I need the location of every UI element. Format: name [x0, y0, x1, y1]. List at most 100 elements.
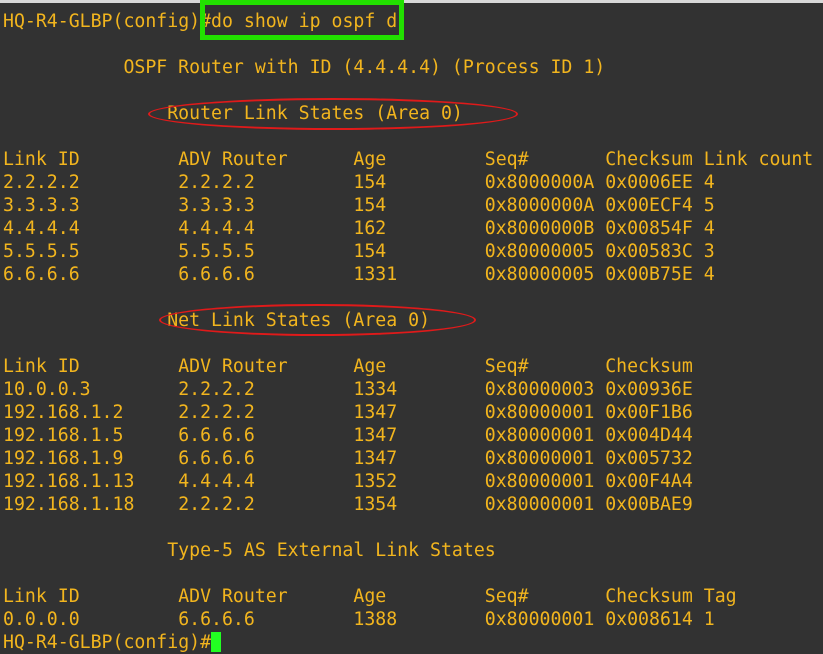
table-cell: 0x80000001 — [484, 425, 595, 446]
table-header: Link ID ADV Router Age Seq# Checksum Tag — [3, 585, 737, 608]
table-cell: 0x0006EE — [605, 172, 693, 193]
column-header: Age — [353, 149, 387, 170]
table-cell: 0x00B75E — [605, 264, 693, 285]
section-title: Type-5 AS External Link States — [167, 540, 496, 561]
table-cell: 0x8000000B — [484, 218, 595, 239]
table-cell: 1331 — [353, 264, 398, 285]
table-header: Link ID ADV Router Age Seq# Checksum Link cou… — [3, 148, 813, 171]
table-cell: 0x80000005 — [484, 264, 595, 285]
column-header: Tag — [703, 586, 737, 607]
column-header: Age — [353, 356, 387, 377]
column-header: Link ID — [3, 586, 80, 607]
table-cell: 0x008614 — [605, 609, 693, 630]
table-cell: 0x00936E — [605, 379, 693, 400]
command-highlight-box — [200, 0, 404, 40]
table-cell: 0x80000005 — [484, 241, 595, 262]
table-cell: 6.6.6.6 — [3, 264, 80, 285]
table-cell: 3 — [703, 241, 715, 262]
table-cell: 192.168.1.9 — [3, 448, 124, 469]
table-cell: 0x8000000A — [484, 172, 595, 193]
column-header: Seq# — [484, 149, 529, 170]
table-cell: 1354 — [353, 494, 398, 515]
column-header: Seq# — [484, 586, 529, 607]
command-line: HQ-R4-GLBP(config)#do show ip ospf d — [3, 10, 397, 33]
table-cell: 0x80000001 — [484, 448, 595, 469]
column-header: Seq# — [484, 356, 529, 377]
table-cell: 0x80000003 — [484, 379, 595, 400]
table-cell: 6.6.6.6 — [178, 609, 255, 630]
column-header: Checksum — [605, 586, 693, 607]
table-cell: 154 — [353, 241, 387, 262]
table-cell: 10.0.0.3 — [3, 379, 91, 400]
column-header: Link count — [703, 149, 814, 170]
table-cell: 4 — [703, 218, 715, 239]
table-cell: 0x00F4A4 — [605, 471, 693, 492]
table-cell: 0x00BAE9 — [605, 494, 693, 515]
column-header: Link ID — [3, 149, 80, 170]
router-id-line: OSPF Router with ID (4.4.4.4) (Process I… — [3, 56, 605, 79]
table-cell: 1352 — [353, 471, 398, 492]
table-cell: 192.168.1.5 — [3, 425, 124, 446]
table-cell: 3.3.3.3 — [3, 195, 80, 216]
table-row: 192.168.1.5 6.6.6.6 1347 0x80000001 0x004D44 — [3, 424, 704, 447]
table-cell: 0x00ECF4 — [605, 195, 693, 216]
table-cell: 2.2.2.2 — [178, 172, 255, 193]
table-row: 3.3.3.3 3.3.3.3 154 0x8000000A 0x00ECF4 5 — [3, 194, 715, 217]
table-cell: 192.168.1.13 — [3, 471, 135, 492]
table-row: 0.0.0.0 6.6.6.6 1388 0x80000001 0x008614 1 — [3, 608, 715, 631]
table-cell: 6.6.6.6 — [178, 425, 255, 446]
prompt: HQ-R4-GLBP(config)# — [3, 11, 212, 32]
table-cell: 0x005732 — [605, 448, 693, 469]
table-cell: 4.4.4.4 — [178, 471, 255, 492]
column-header: ADV Router — [178, 149, 288, 170]
table-row: 6.6.6.6 6.6.6.6 1331 0x80000005 0x00B75E 4 — [3, 263, 715, 286]
table-cell: 154 — [353, 172, 387, 193]
table-cell: 4 — [703, 172, 715, 193]
table-cell: 162 — [353, 218, 387, 239]
table-row: 192.168.1.18 2.2.2.2 1354 0x80000001 0x00BAE… — [3, 493, 704, 516]
table-cell: 0x00583C — [605, 241, 693, 262]
table-cell: 0x80000001 — [484, 471, 595, 492]
table-cell: 5.5.5.5 — [178, 241, 255, 262]
table-cell: 0x80000001 — [484, 494, 595, 515]
table-cell: 0x80000001 — [484, 402, 595, 423]
table-row: 192.168.1.2 2.2.2.2 1347 0x80000001 0x00F1B6 — [3, 401, 704, 424]
table-header: Link ID ADV Router Age Seq# Checksum — [3, 355, 704, 378]
column-header: ADV Router — [178, 356, 288, 377]
table-row: 192.168.1.9 6.6.6.6 1347 0x80000001 0x005732 — [3, 447, 704, 470]
table-cell: 3.3.3.3 — [178, 195, 255, 216]
table-cell: 0.0.0.0 — [3, 609, 80, 630]
column-header: Link ID — [3, 356, 80, 377]
table-cell: 6.6.6.6 — [178, 264, 255, 285]
table-cell: 0x8000000A — [484, 195, 595, 216]
column-header: Checksum — [605, 149, 693, 170]
command-text: do show ip ospf d — [211, 11, 398, 32]
table-cell: 2.2.2.2 — [3, 172, 80, 193]
table-cell: 1347 — [353, 425, 398, 446]
column-header: Checksum — [605, 356, 693, 377]
prompt: HQ-R4-GLBP(config)# — [3, 632, 212, 653]
router-link-states-circle — [148, 98, 518, 130]
section-title-line: Type-5 AS External Link States — [3, 539, 496, 562]
table-cell: 192.168.1.2 — [3, 402, 124, 423]
table-cell: 4.4.4.4 — [178, 218, 255, 239]
router-id-text: OSPF Router with ID (4.4.4.4) (Process I… — [123, 57, 606, 78]
table-row: 5.5.5.5 5.5.5.5 154 0x80000005 0x00583C 3 — [3, 240, 715, 263]
table-cell: 2.2.2.2 — [178, 494, 255, 515]
table-cell: 1347 — [353, 448, 398, 469]
prompt-line: HQ-R4-GLBP(config)# — [3, 631, 222, 654]
cursor — [211, 632, 222, 652]
table-cell: 0x80000001 — [484, 609, 595, 630]
column-header: Age — [353, 586, 387, 607]
table-cell: 0x00854F — [605, 218, 693, 239]
table-cell: 154 — [353, 195, 387, 216]
table-cell: 4.4.4.4 — [3, 218, 80, 239]
table-cell: 192.168.1.18 — [3, 494, 135, 515]
table-cell: 1388 — [353, 609, 398, 630]
table-cell: 5.5.5.5 — [3, 241, 80, 262]
table-row: 4.4.4.4 4.4.4.4 162 0x8000000B 0x00854F 4 — [3, 217, 715, 240]
net-link-states-circle — [159, 304, 476, 336]
table-row: 2.2.2.2 2.2.2.2 154 0x8000000A 0x0006EE 4 — [3, 171, 715, 194]
table-cell: 1334 — [353, 379, 398, 400]
table-row: 192.168.1.13 4.4.4.4 1352 0x80000001 0x00F4A… — [3, 470, 704, 493]
